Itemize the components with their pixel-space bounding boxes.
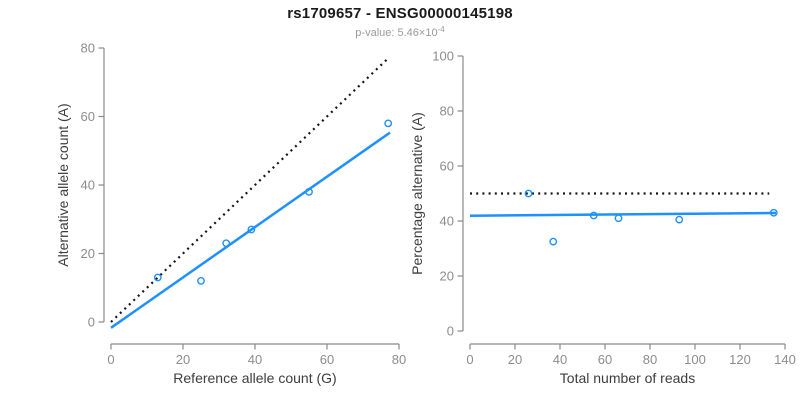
y-tick-label: 100 [432,49,454,64]
data-point [247,225,256,234]
data-point [222,239,231,248]
y-tick-label: 80 [440,104,454,119]
x-tick-label: 20 [508,352,522,367]
data-point [153,273,162,282]
x-tick-label: 120 [729,352,751,367]
y-axis-title: Alternative allele count (A) [55,103,71,266]
data-point [305,187,313,196]
x-tick-label: 60 [598,352,612,367]
x-tick-label: 140 [774,352,796,367]
y-tick-label: 20 [81,246,95,261]
x-tick-label: 80 [392,352,406,367]
x-tick-label: 0 [107,352,114,367]
data-point [589,211,598,220]
pvalue-exponent: -4 [437,25,445,34]
identity-line [110,57,389,323]
figure-header: rs1709657 - ENSG00000145198 p-value: 5.4… [0,0,800,39]
x-tick-label: 60 [320,352,334,367]
allele-count-scatter-chart: 0 20 40 60 80 0 20 40 60 80 Reference allele count… [55,41,406,387]
x-tick-label: 40 [553,352,567,367]
data-point [197,276,205,285]
y-tick-label: 40 [81,178,95,193]
data-point [675,215,684,224]
data-point [549,237,558,246]
x-tick-label: 20 [176,352,190,367]
data-point [769,208,778,217]
data-point [524,189,533,198]
y-tick-label: 60 [81,109,95,124]
x-tick-label: 100 [684,352,706,367]
data-point [384,119,393,128]
x-axis-title: Reference allele count (G) [173,370,336,386]
figure-title: rs1709657 - ENSG00000145198 [287,5,513,22]
percentage-vs-reads-scatter-chart: 0 20 40 60 80 100 120 140 0 20 40 60 80 100 Total numb… [409,49,796,387]
x-tick-label: 40 [248,352,262,367]
y-axis-title: Percentage alternative (A) [409,112,425,275]
y-tick-label: 0 [88,315,95,330]
y-tick-label: 20 [440,269,454,284]
y-tick-label: 80 [81,41,95,56]
fit-line [469,211,777,218]
data-point [614,214,623,223]
y-tick-label: 0 [447,324,454,339]
y-tick-label: 60 [440,159,454,174]
y-tick-label: 40 [440,214,454,229]
fit-line [110,131,391,329]
x-tick-label: 80 [643,352,657,367]
x-axis-title: Total number of reads [560,370,695,386]
pvalue-text: p-value: 5.46×10 [355,27,438,39]
x-tick-label: 0 [466,352,473,367]
figure-subtitle: p-value: 5.46×10-4 [0,25,800,39]
